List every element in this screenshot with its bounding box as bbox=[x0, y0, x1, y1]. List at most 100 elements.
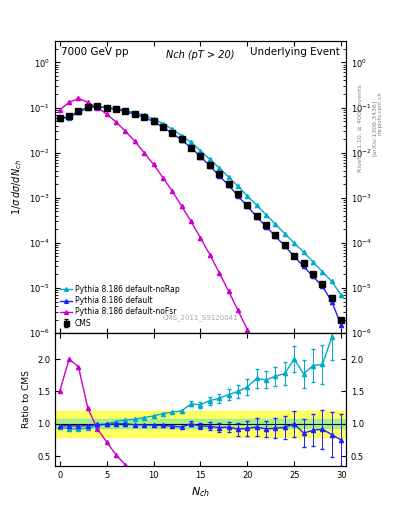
Pythia 8.186 default-noRap bbox=[208, 156, 212, 162]
Pythia 8.186 default-noFsr bbox=[254, 346, 259, 352]
Pythia 8.186 default bbox=[179, 137, 184, 143]
Pythia 8.186 default-noFsr bbox=[132, 138, 137, 144]
Pythia 8.186 default-noFsr bbox=[339, 510, 343, 512]
Pythia 8.186 default-noRap bbox=[132, 110, 137, 116]
Pythia 8.186 default-noFsr bbox=[123, 128, 128, 134]
Pythia 8.186 default-noRap bbox=[301, 249, 306, 255]
Pythia 8.186 default bbox=[283, 243, 287, 249]
Text: Rivet 3.1.10, ≥ 400k events: Rivet 3.1.10, ≥ 400k events bbox=[358, 84, 363, 172]
Pythia 8.186 default-noRap bbox=[198, 148, 203, 154]
Pythia 8.186 default-noRap bbox=[310, 259, 315, 265]
Pythia 8.186 default-noFsr bbox=[283, 407, 287, 413]
Text: Nch (pT > 20): Nch (pT > 20) bbox=[166, 50, 235, 60]
Pythia 8.186 default-noFsr bbox=[95, 104, 99, 111]
Legend: Pythia 8.186 default-noRap, Pythia 8.186 default, Pythia 8.186 default-noFsr, CM: Pythia 8.186 default-noRap, Pythia 8.186… bbox=[59, 283, 181, 329]
Text: 7000 GeV pp: 7000 GeV pp bbox=[61, 47, 129, 57]
Pythia 8.186 default bbox=[273, 233, 278, 240]
Pythia 8.186 default-noRap bbox=[142, 112, 147, 118]
Pythia 8.186 default-noRap bbox=[292, 240, 297, 246]
Pythia 8.186 default bbox=[329, 298, 334, 305]
Pythia 8.186 default-noFsr bbox=[114, 119, 118, 125]
Y-axis label: $1/\sigma\,d\sigma/dN_{ch}$: $1/\sigma\,d\sigma/dN_{ch}$ bbox=[10, 159, 24, 215]
Pythia 8.186 default bbox=[114, 106, 118, 112]
Line: Pythia 8.186 default-noRap: Pythia 8.186 default-noRap bbox=[58, 104, 343, 297]
Pythia 8.186 default bbox=[57, 115, 62, 121]
Pythia 8.186 default-noRap bbox=[217, 165, 222, 171]
Bar bbox=[55, 411, 346, 437]
Pythia 8.186 default-noRap bbox=[226, 174, 231, 180]
Text: [arXiv:1306.3436]: [arXiv:1306.3436] bbox=[371, 100, 376, 156]
Line: Pythia 8.186 default-noFsr: Pythia 8.186 default-noFsr bbox=[58, 96, 343, 512]
Pythia 8.186 default-noFsr bbox=[57, 106, 62, 113]
Pythia 8.186 default-noFsr bbox=[151, 161, 156, 167]
Pythia 8.186 default-noFsr bbox=[104, 111, 109, 117]
Pythia 8.186 default bbox=[95, 103, 99, 110]
Pythia 8.186 default-noFsr bbox=[198, 234, 203, 241]
Pythia 8.186 default bbox=[254, 214, 259, 220]
Pythia 8.186 default-noRap bbox=[161, 121, 165, 127]
Pythia 8.186 default bbox=[310, 273, 315, 280]
Pythia 8.186 default-noFsr bbox=[235, 307, 240, 313]
Pythia 8.186 default bbox=[123, 109, 128, 115]
Bar bbox=[55, 419, 346, 429]
Pythia 8.186 default-noRap bbox=[86, 105, 90, 111]
Pythia 8.186 default bbox=[151, 118, 156, 124]
Pythia 8.186 default bbox=[198, 154, 203, 160]
Pythia 8.186 default-noFsr bbox=[226, 288, 231, 294]
Pythia 8.186 default bbox=[226, 182, 231, 188]
Pythia 8.186 default-noRap bbox=[189, 139, 193, 145]
Text: CMS_2011_S9120041: CMS_2011_S9120041 bbox=[163, 315, 238, 322]
Pythia 8.186 default-noRap bbox=[245, 193, 250, 199]
Pythia 8.186 default-noRap bbox=[254, 202, 259, 208]
Pythia 8.186 default-noFsr bbox=[161, 175, 165, 181]
Pythia 8.186 default-noRap bbox=[114, 105, 118, 112]
Pythia 8.186 default-noFsr bbox=[301, 447, 306, 454]
Y-axis label: Ratio to CMS: Ratio to CMS bbox=[22, 371, 31, 429]
Pythia 8.186 default-noFsr bbox=[189, 218, 193, 224]
X-axis label: $N_{ch}$: $N_{ch}$ bbox=[191, 485, 210, 499]
Pythia 8.186 default-noFsr bbox=[264, 365, 268, 371]
Pythia 8.186 default-noFsr bbox=[273, 385, 278, 391]
Pythia 8.186 default bbox=[67, 114, 72, 120]
Pythia 8.186 default bbox=[245, 203, 250, 209]
Pythia 8.186 default-noRap bbox=[95, 103, 99, 110]
Pythia 8.186 default-noRap bbox=[170, 126, 174, 133]
Pythia 8.186 default-noFsr bbox=[310, 465, 315, 472]
Pythia 8.186 default-noRap bbox=[320, 269, 325, 275]
Pythia 8.186 default-noFsr bbox=[320, 483, 325, 489]
Pythia 8.186 default-noFsr bbox=[76, 95, 81, 101]
Pythia 8.186 default bbox=[142, 114, 147, 120]
Pythia 8.186 default-noRap bbox=[76, 110, 81, 116]
Pythia 8.186 default bbox=[217, 173, 222, 179]
Pythia 8.186 default bbox=[301, 263, 306, 269]
Pythia 8.186 default bbox=[292, 253, 297, 260]
Pythia 8.186 default bbox=[189, 144, 193, 151]
Pythia 8.186 default-noRap bbox=[273, 221, 278, 227]
Pythia 8.186 default-noRap bbox=[151, 116, 156, 122]
Pythia 8.186 default bbox=[132, 111, 137, 117]
Pythia 8.186 default-noFsr bbox=[179, 203, 184, 209]
Pythia 8.186 default-noRap bbox=[283, 230, 287, 237]
Pythia 8.186 default-noRap bbox=[339, 292, 343, 298]
Pythia 8.186 default-noRap bbox=[264, 212, 268, 218]
Pythia 8.186 default bbox=[339, 322, 343, 328]
Pythia 8.186 default-noFsr bbox=[292, 427, 297, 433]
Pythia 8.186 default bbox=[104, 105, 109, 111]
Pythia 8.186 default bbox=[320, 283, 325, 289]
Line: Pythia 8.186 default: Pythia 8.186 default bbox=[58, 104, 343, 327]
Pythia 8.186 default-noRap bbox=[67, 115, 72, 121]
Pythia 8.186 default bbox=[208, 163, 212, 169]
Pythia 8.186 default-noFsr bbox=[208, 251, 212, 258]
Pythia 8.186 default-noFsr bbox=[142, 150, 147, 156]
Pythia 8.186 default-noFsr bbox=[217, 269, 222, 275]
Pythia 8.186 default-noRap bbox=[57, 116, 62, 122]
Pythia 8.186 default-noRap bbox=[104, 104, 109, 111]
Pythia 8.186 default-noFsr bbox=[245, 327, 250, 333]
Pythia 8.186 default-noFsr bbox=[170, 188, 174, 194]
Pythia 8.186 default bbox=[86, 104, 90, 110]
Text: Underlying Event: Underlying Event bbox=[250, 47, 340, 57]
Pythia 8.186 default bbox=[235, 193, 240, 199]
Pythia 8.186 default-noRap bbox=[329, 279, 334, 285]
Text: mcplots.cern.ch: mcplots.cern.ch bbox=[377, 91, 382, 135]
Pythia 8.186 default-noFsr bbox=[329, 497, 334, 503]
